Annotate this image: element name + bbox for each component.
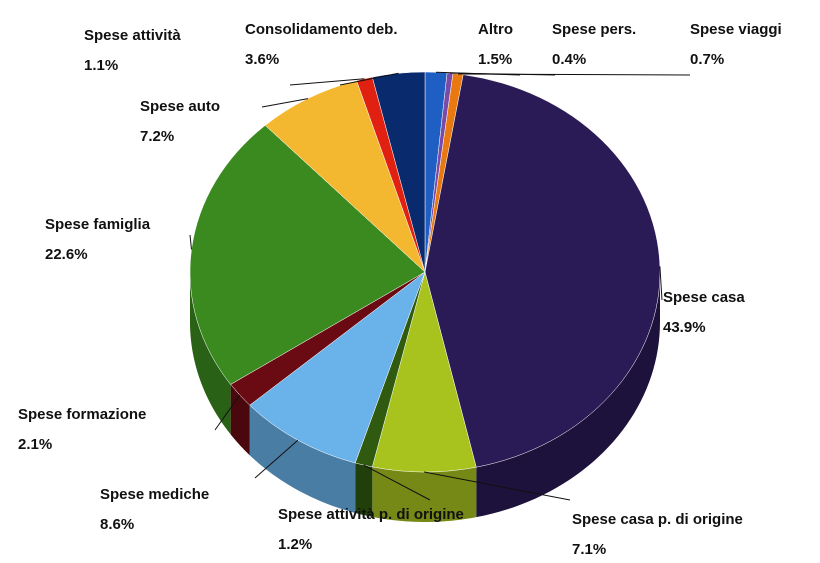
slice-label: Spese attività bbox=[84, 27, 181, 44]
slice-label: Spese pers. bbox=[552, 21, 636, 38]
slice-label: Spese casa p. di origine bbox=[572, 511, 743, 528]
slice-value-label: 0.4% bbox=[552, 51, 586, 68]
leader-line bbox=[339, 72, 399, 86]
slice-side bbox=[372, 466, 477, 522]
slice bbox=[424, 74, 661, 468]
leader-line bbox=[458, 73, 691, 76]
slice-label: Spese famiglia bbox=[45, 216, 151, 233]
slice-side bbox=[476, 272, 660, 518]
slice-label: Spese mediche bbox=[100, 486, 209, 503]
slice-side bbox=[190, 272, 231, 435]
leader-line bbox=[189, 234, 192, 250]
slice-value-label: 1.5% bbox=[478, 51, 512, 68]
leader-line bbox=[659, 266, 663, 301]
slice bbox=[189, 125, 426, 385]
slice bbox=[371, 271, 477, 473]
slice-value-label: 22.6% bbox=[45, 246, 88, 263]
slice-label: Consolidamento deb. bbox=[245, 21, 398, 38]
slice bbox=[264, 80, 426, 273]
slice-value-label: 1.2% bbox=[278, 536, 312, 553]
slice-value-label: 3.6% bbox=[245, 51, 279, 68]
leader-line bbox=[289, 78, 365, 86]
slice-label: Spese casa bbox=[663, 289, 745, 306]
slice-side bbox=[355, 462, 373, 517]
slice-value-label: 1.1% bbox=[84, 57, 118, 74]
slice-label: Spese auto bbox=[140, 98, 220, 115]
slice-side bbox=[249, 405, 356, 513]
slice-value-label: 7.1% bbox=[572, 541, 606, 558]
slice-label: Spese viaggi bbox=[690, 21, 782, 38]
slice bbox=[249, 271, 426, 464]
slice-value-label: 0.7% bbox=[690, 51, 724, 68]
slice-label: Spese formazione bbox=[18, 406, 146, 423]
leader-line bbox=[214, 394, 241, 431]
slice-side bbox=[230, 384, 250, 456]
leader-line bbox=[261, 98, 309, 108]
slice-value-label: 43.9% bbox=[663, 319, 706, 336]
slice-label: Altro bbox=[478, 21, 513, 38]
slice-value-label: 2.1% bbox=[18, 436, 52, 453]
slice-label: Spese attività p. di origine bbox=[278, 506, 464, 523]
leader-line bbox=[363, 464, 431, 501]
leader-line bbox=[254, 439, 299, 479]
leader-line bbox=[424, 471, 571, 501]
slice-value-label: 8.6% bbox=[100, 516, 134, 533]
slice-value-label: 7.2% bbox=[140, 128, 174, 145]
